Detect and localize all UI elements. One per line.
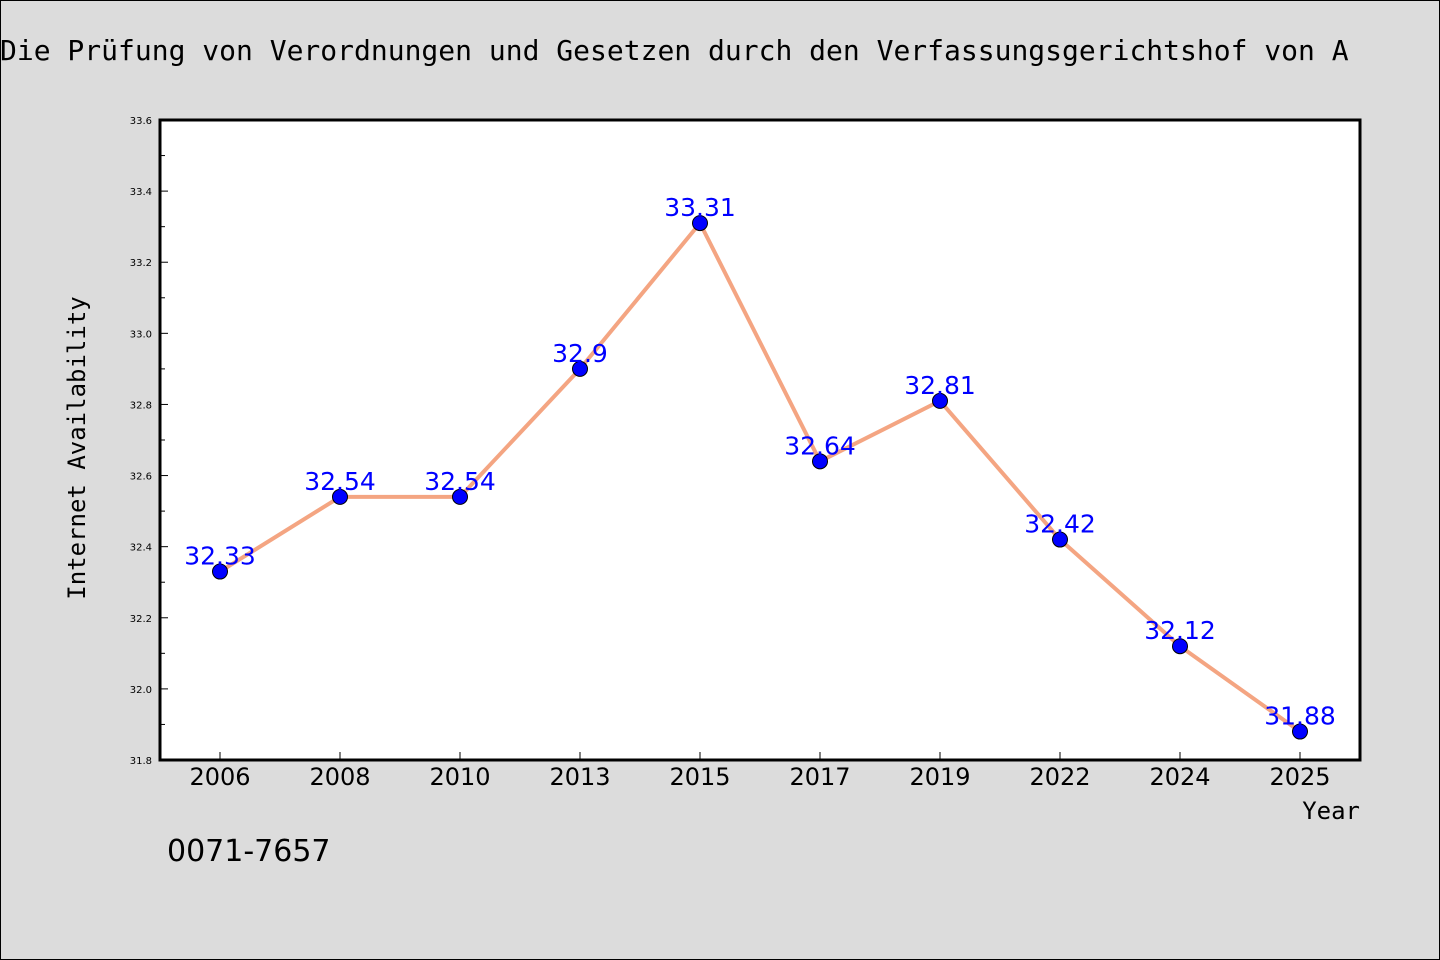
x-axis-label: Year <box>1302 797 1360 825</box>
data-point <box>572 360 588 377</box>
x-tick-label: 2025 <box>1269 763 1330 791</box>
x-tick-label: 2015 <box>669 763 730 791</box>
series-group: 32.33 32.54 32.54 32.9 33.31 32.64 32.81 32.42 3… <box>184 193 1336 740</box>
series-line <box>218 221 1302 734</box>
x-tick-label: 2013 <box>549 763 610 791</box>
x-tick-label: 2006 <box>189 763 250 791</box>
y-tick-label: 33.6 <box>130 116 152 127</box>
data-point <box>332 488 348 505</box>
x-axis: 2006 2008 2010 2013 2015 2017 2019 2022 2024 2025 <box>189 752 1331 791</box>
plot-area <box>158 118 1362 762</box>
x-tick-label: 2017 <box>789 763 850 791</box>
data-label: 32.9 <box>552 339 608 368</box>
data-label: 32.54 <box>304 467 376 496</box>
data-point <box>932 392 948 409</box>
data-point <box>1172 638 1188 655</box>
data-label: 32.54 <box>424 467 496 496</box>
x-tick-label: 2008 <box>309 763 370 791</box>
data-point <box>212 563 228 580</box>
y-tick-label: 32.2 <box>130 614 152 625</box>
data-point <box>692 215 708 232</box>
data-point <box>812 453 828 470</box>
data-point <box>1052 531 1068 548</box>
data-label: 32.42 <box>1024 510 1096 539</box>
y-tick-label: 33.2 <box>130 258 152 269</box>
y-axis-label: Internet Availability <box>63 296 91 599</box>
y-tick-label: 33.0 <box>130 329 152 340</box>
chart-title: Die Prüfung von Verordnungen und Gesetze… <box>0 34 1349 67</box>
data-label: 32.81 <box>904 371 976 400</box>
x-tick-label: 2019 <box>909 763 970 791</box>
footnote-id: 0071-7657 <box>167 834 331 869</box>
data-label: 33.31 <box>664 193 736 222</box>
y-tick-label: 32.4 <box>130 543 152 554</box>
y-tick-label: 32.0 <box>130 685 152 696</box>
data-label: 32.33 <box>184 542 256 571</box>
y-tick-label: 31.8 <box>130 756 152 767</box>
data-point <box>452 488 468 505</box>
y-tick-label: 33.4 <box>130 187 152 198</box>
data-label: 32.12 <box>1144 616 1216 645</box>
x-tick-label: 2024 <box>1149 763 1210 791</box>
y-tick-label: 32.8 <box>130 400 152 411</box>
y-axis: 31.8 32.0 32.2 32.4 32.6 32.8 33.0 33.2 33.4 33.6 <box>130 116 168 767</box>
data-point <box>1292 723 1308 740</box>
data-label: 32.64 <box>784 431 856 460</box>
y-tick-label: 32.6 <box>130 472 152 483</box>
x-tick-label: 2022 <box>1029 763 1090 791</box>
x-tick-label: 2010 <box>429 763 490 791</box>
data-label: 31.88 <box>1264 702 1336 731</box>
